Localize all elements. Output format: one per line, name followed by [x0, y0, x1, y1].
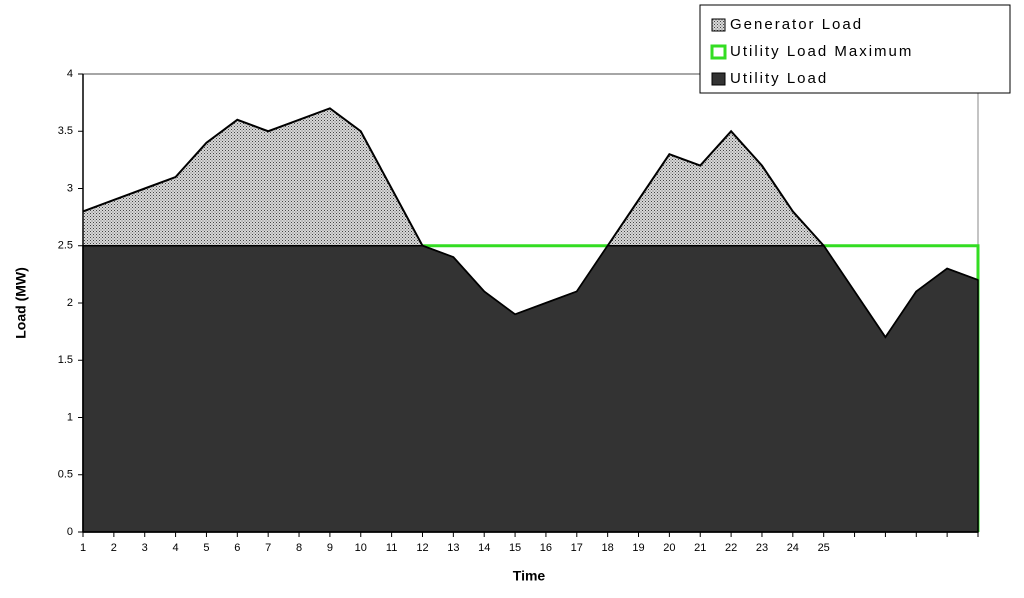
y-tick-label: 2.5: [58, 240, 73, 252]
x-tick-label: 8: [296, 542, 302, 554]
x-tick-label: 7: [265, 542, 271, 554]
y-tick-label: 2: [67, 297, 73, 309]
x-tick-label: 16: [540, 542, 552, 554]
y-axis-title: Load (MW): [13, 267, 29, 339]
x-tick-label: 11: [386, 542, 397, 554]
legend-box: [699, 4, 1011, 94]
x-tick-label: 12: [416, 542, 428, 554]
y-tick-label: 4: [67, 68, 73, 80]
x-tick-label: 21: [694, 542, 706, 554]
y-tick-label: 0: [67, 526, 73, 538]
x-tick-label: 17: [571, 542, 583, 554]
y-tick-label: 1.5: [58, 354, 73, 366]
x-tick-label: 24: [787, 542, 799, 554]
x-tick-label: 14: [478, 542, 490, 554]
y-tick-label: 3: [67, 182, 73, 194]
x-tick-label: 2: [111, 542, 117, 554]
x-tick-label: 1: [80, 542, 86, 554]
y-tick-label: 3.5: [58, 125, 73, 137]
x-tick-label: 6: [234, 542, 240, 554]
legend-label: Utility Load Maximum: [730, 43, 913, 60]
x-tick-label: 5: [203, 542, 209, 554]
legend-swatch: [711, 18, 726, 32]
x-tick-label: 25: [818, 542, 830, 554]
x-tick-label: 23: [756, 542, 768, 554]
area: [82, 245, 979, 533]
x-tick-label: 10: [355, 542, 367, 554]
x-tick-label: 22: [725, 542, 737, 554]
y-tick-label: 0.5: [58, 469, 73, 481]
legend-swatch: [711, 72, 726, 86]
x-tick-label: 18: [602, 542, 614, 554]
x-tick-label: 15: [509, 542, 521, 554]
x-tick-label: 3: [142, 542, 148, 554]
legend-label: Utility Load: [730, 70, 828, 87]
legend-label: Generator Load: [730, 16, 863, 33]
area: [83, 108, 978, 338]
x-tick-label: 4: [173, 542, 179, 554]
x-tick-label: 13: [447, 542, 459, 554]
legend-swatch: [710, 44, 727, 60]
x-tick-label: 9: [327, 542, 333, 554]
x-tick-label: 19: [632, 542, 644, 554]
x-axis-title: Time: [513, 568, 546, 584]
x-tick-label: 20: [663, 542, 675, 554]
y-tick-label: 1: [67, 411, 73, 423]
